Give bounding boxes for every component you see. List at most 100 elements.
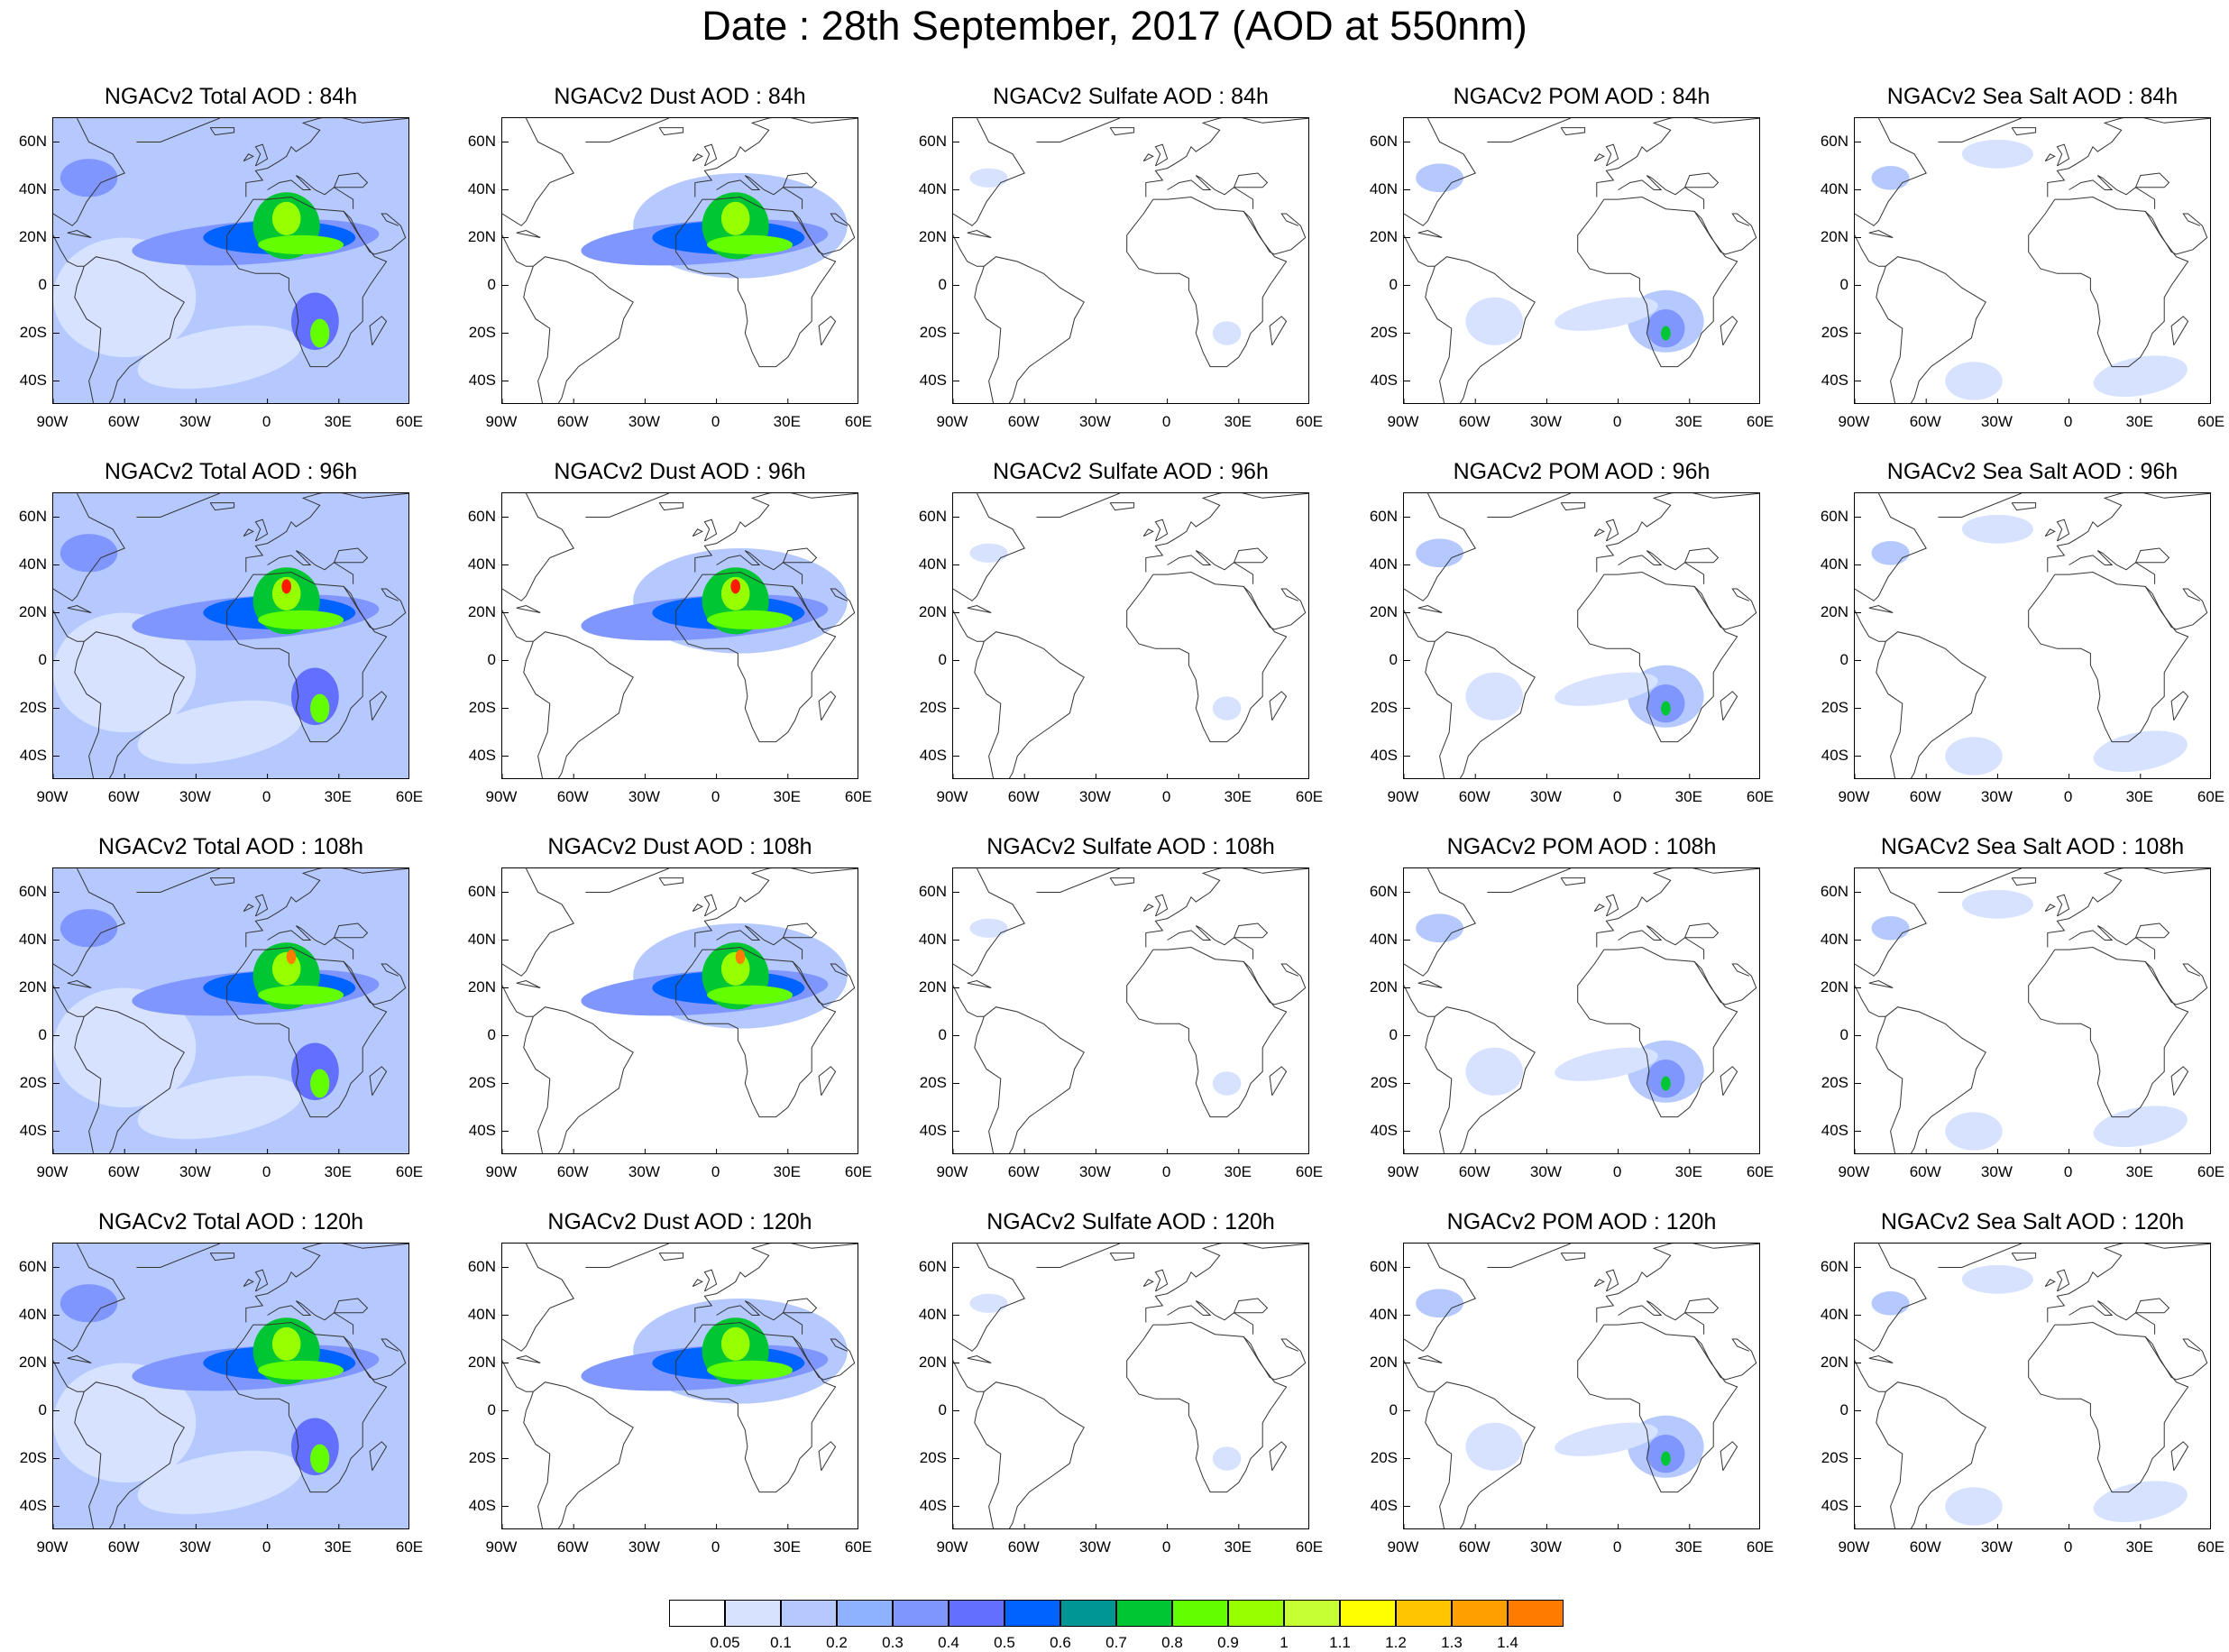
map-panel: NGACv2 Total AOD : 108h 60N 40N 20N 0 20S 40S 9… — [13, 833, 423, 1180]
lon-tick-label: 30W — [179, 413, 211, 430]
aod-map — [1404, 118, 1759, 403]
lon-tick-label: 0 — [711, 1538, 720, 1556]
lat-tick-label: 40S — [1370, 746, 1398, 764]
lon-tick-label: 0 — [1161, 1163, 1171, 1180]
lat-tick-label: 40N — [1369, 555, 1398, 573]
lat-tick-label: 40N — [467, 930, 496, 948]
aod-map — [502, 868, 858, 1153]
lat-tick-label: 40S — [919, 1496, 947, 1514]
map-plot-area — [1403, 867, 1760, 1154]
aod-map — [953, 1244, 1308, 1528]
lat-tick-label: 0 — [1839, 1400, 1848, 1418]
aod-map — [502, 1244, 858, 1528]
lon-tick-label: 30W — [628, 1538, 660, 1556]
panel-title: NGACv2 Total AOD : 120h — [97, 1209, 364, 1234]
legend-tick-label: 0.3 — [882, 1634, 904, 1651]
map-panel: NGACv2 Total AOD : 96h 60N 40N 20N 0 20S 40S 90… — [13, 458, 423, 805]
lon-tick-label: 30W — [179, 1538, 211, 1556]
lat-tick-label: 0 — [38, 1025, 47, 1043]
legend-tick-label: 1.3 — [1441, 1634, 1463, 1651]
lat-tick-label: 20N — [918, 977, 947, 996]
panel-title: NGACv2 Sulfate AOD : 120h — [986, 1209, 1275, 1234]
lat-tick-label: 0 — [938, 1400, 947, 1418]
legend-color-box — [1340, 1600, 1396, 1627]
lat-tick-label: 20N — [467, 1353, 496, 1371]
lon-tick-label: 30E — [324, 1538, 352, 1556]
lat-tick-label: 40S — [919, 746, 947, 764]
aod-map — [502, 493, 858, 778]
lon-tick-label: 30E — [2125, 1163, 2153, 1180]
map-plot-area — [1854, 867, 2211, 1154]
lon-tick-label: 0 — [2063, 1163, 2073, 1180]
legend-tick-label: 0.9 — [1217, 1634, 1239, 1651]
lon-tick-label: 60W — [1909, 1538, 1941, 1556]
lon-tick-label: 30W — [1529, 1538, 1562, 1556]
lat-tick-label: 60N — [1820, 882, 1848, 900]
lon-tick-label: 60E — [2197, 413, 2225, 430]
aod-map — [53, 1244, 408, 1528]
lat-tick-label: 40N — [1820, 555, 1848, 573]
lon-tick-label: 60E — [395, 413, 424, 430]
aod-map — [1855, 118, 2210, 403]
lat-tick-label: 40S — [19, 1121, 47, 1139]
lon-tick-label: 60W — [1458, 1163, 1491, 1180]
map-panel: NGACv2 Sulfate AOD : 96h 60N 40N 20N 0 20S 40S… — [913, 458, 1323, 805]
lat-tick-label: 20N — [1820, 977, 1848, 996]
lat-tick-label: 0 — [38, 1400, 47, 1418]
lon-tick-label: 0 — [2063, 788, 2073, 805]
lat-tick-label: 20N — [18, 1353, 47, 1371]
lon-tick-label: 30E — [2125, 1538, 2153, 1556]
lat-tick-label: 0 — [487, 1400, 496, 1418]
legend-color-box — [1396, 1600, 1452, 1627]
lon-tick-label: 0 — [2063, 413, 2073, 430]
panel-title: NGACv2 Sulfate AOD : 84h — [993, 84, 1269, 109]
map-panel: NGACv2 Sea Salt AOD : 84h 60N 40N 20N 0 20S 40… — [1814, 83, 2224, 430]
lon-tick-label: 60E — [1746, 1163, 1775, 1180]
panel-title: NGACv2 Dust AOD : 120h — [547, 1209, 812, 1234]
lat-tick-label: 0 — [38, 650, 47, 668]
lon-tick-label: 60E — [844, 788, 873, 805]
lat-tick-label: 0 — [487, 275, 496, 293]
legend-tick-label: 0.7 — [1105, 1634, 1127, 1651]
lon-tick-label: 90W — [1387, 1538, 1419, 1556]
lat-tick-label: 40N — [467, 555, 496, 573]
lat-tick-label: 20N — [18, 227, 47, 245]
lon-tick-label: 60E — [844, 413, 873, 430]
map-panel: NGACv2 Dust AOD : 96h 60N 40N 20N 0 20S 40S 90W… — [462, 458, 872, 805]
lon-tick-label: 0 — [261, 1163, 271, 1180]
lon-tick-label: 30E — [773, 788, 801, 805]
panel-title: NGACv2 Total AOD : 84h — [104, 84, 358, 109]
lon-tick-label: 90W — [1838, 1163, 1870, 1180]
lat-tick-label: 60N — [18, 132, 47, 150]
aod-map — [1404, 1244, 1759, 1528]
map-plot-area — [501, 867, 858, 1154]
lon-tick-label: 30W — [1980, 788, 2013, 805]
lon-tick-label: 60W — [1909, 788, 1941, 805]
lon-tick-label: 30E — [1674, 413, 1702, 430]
lat-tick-label: 20S — [19, 1073, 47, 1091]
panel-title: NGACv2 Sea Salt AOD : 84h — [1886, 84, 2179, 109]
map-plot-area — [1403, 117, 1760, 404]
lon-tick-label: 60E — [1746, 788, 1775, 805]
lat-tick-label: 20S — [1370, 323, 1398, 341]
lat-tick-label: 40S — [19, 371, 47, 389]
aod-map — [1855, 1244, 2210, 1528]
lon-tick-label: 60E — [2197, 1163, 2225, 1180]
legend-tick-label: 0.05 — [710, 1634, 740, 1651]
lon-tick-label: 30W — [1078, 1163, 1111, 1180]
lon-tick-label: 30E — [1674, 788, 1702, 805]
lon-tick-label: 90W — [1387, 413, 1419, 430]
lat-tick-label: 20N — [467, 977, 496, 996]
lat-tick-label: 20N — [1369, 227, 1398, 245]
map-plot-area — [952, 1243, 1309, 1529]
lon-tick-label: 90W — [36, 1538, 69, 1556]
map-plot-area — [52, 867, 409, 1154]
lon-tick-label: 60E — [1295, 788, 1324, 805]
lon-tick-label: 90W — [36, 1163, 69, 1180]
lon-tick-label: 30W — [1078, 413, 1111, 430]
lon-tick-label: 60E — [2197, 1538, 2225, 1556]
lat-tick-label: 0 — [938, 1025, 947, 1043]
lon-tick-label: 30W — [1980, 413, 2013, 430]
legend-tick-label: 0.4 — [938, 1634, 959, 1651]
lat-tick-label: 40N — [918, 555, 947, 573]
